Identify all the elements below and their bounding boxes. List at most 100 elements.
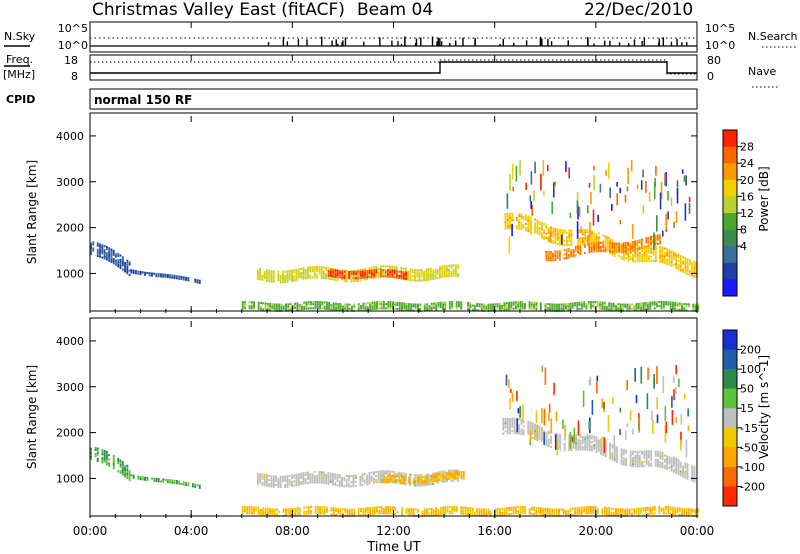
heatmap-cell bbox=[593, 241, 596, 244]
heatmap-cell bbox=[160, 480, 162, 483]
heatmap-cell bbox=[101, 250, 104, 253]
heatmap-cell bbox=[414, 277, 416, 280]
heatmap-cell bbox=[620, 450, 623, 453]
heatmap-cell bbox=[432, 476, 435, 479]
heatmap-cell bbox=[537, 507, 540, 510]
heatmap-cell bbox=[288, 274, 291, 277]
heatmap-cell bbox=[426, 475, 429, 478]
heatmap-cell bbox=[362, 511, 365, 514]
heatmap-cell bbox=[588, 440, 591, 443]
heatmap-cell bbox=[669, 307, 672, 310]
heatmap-speck bbox=[561, 234, 563, 245]
heatmap-cell bbox=[404, 479, 407, 482]
x-tick-label: 04:00 bbox=[174, 524, 209, 538]
heatmap-cell bbox=[622, 457, 625, 460]
heatmap-cell bbox=[531, 426, 534, 429]
heatmap-cell bbox=[112, 456, 115, 459]
heatmap-cell bbox=[378, 510, 381, 513]
heatmap-cell bbox=[387, 301, 390, 304]
heatmap-cell bbox=[605, 513, 608, 516]
heatmap-cell bbox=[580, 303, 583, 306]
heatmap-cell bbox=[521, 303, 524, 306]
heatmap-cell bbox=[513, 419, 516, 422]
heatmap-cell bbox=[307, 274, 309, 277]
heatmap-cell bbox=[164, 275, 167, 278]
heatmap-cell bbox=[401, 481, 404, 484]
heatmap-cell bbox=[399, 479, 401, 482]
heatmap-cell bbox=[384, 470, 387, 473]
heatmap-speck bbox=[509, 398, 511, 410]
heatmap-cell bbox=[452, 477, 455, 480]
heatmap-cell bbox=[674, 506, 677, 509]
heatmap-cell bbox=[314, 303, 317, 306]
heatmap-cell bbox=[584, 233, 587, 236]
heatmap-cell bbox=[533, 303, 535, 306]
y-tick-label: 3000 bbox=[56, 381, 84, 394]
heatmap-cell bbox=[302, 472, 305, 475]
heatmap-cell bbox=[295, 268, 298, 271]
heatmap-cell bbox=[631, 243, 634, 246]
heatmap-cell bbox=[246, 510, 249, 513]
heatmap-cell bbox=[632, 463, 634, 466]
heatmap-cell bbox=[334, 271, 337, 274]
heatmap-cell bbox=[425, 484, 428, 487]
heatmap-cell bbox=[373, 307, 376, 310]
heatmap-cell bbox=[558, 254, 561, 257]
heatmap-speck bbox=[683, 393, 686, 399]
heatmap-cell bbox=[417, 480, 420, 483]
heatmap-cell bbox=[684, 472, 687, 475]
heatmap-cell bbox=[411, 279, 414, 282]
velocity-heatmap bbox=[90, 365, 699, 517]
noise-tick-high-right: 10^5 bbox=[705, 22, 735, 35]
heatmap-cell bbox=[462, 508, 465, 511]
heatmap-cell bbox=[511, 421, 514, 424]
heatmap-cell bbox=[632, 456, 634, 459]
heatmap-cell bbox=[121, 260, 124, 263]
heatmap-cell bbox=[266, 509, 269, 512]
heatmap-cell bbox=[266, 275, 268, 278]
heatmap-cell bbox=[310, 307, 312, 310]
heatmap-cell bbox=[654, 462, 657, 465]
heatmap-cell bbox=[670, 250, 673, 253]
heatmap-cell bbox=[663, 257, 666, 260]
heatmap-cell bbox=[310, 303, 312, 306]
heatmap-cell bbox=[666, 252, 668, 255]
heatmap-cell bbox=[291, 269, 293, 272]
heatmap-cell bbox=[636, 239, 639, 242]
heatmap-cell bbox=[262, 302, 265, 305]
heatmap-cell bbox=[608, 308, 611, 311]
heatmap-cell bbox=[121, 465, 124, 468]
heatmap-cell bbox=[539, 513, 542, 516]
heatmap-cell bbox=[442, 303, 444, 306]
heatmap-speck bbox=[624, 194, 627, 203]
heatmap-cell bbox=[634, 459, 637, 462]
heatmap-cell bbox=[672, 506, 674, 509]
heatmap-cell bbox=[428, 309, 431, 312]
heatmap-cell bbox=[178, 482, 181, 485]
heatmap-cell bbox=[409, 484, 412, 487]
heatmap-cell bbox=[602, 248, 605, 251]
heatmap-cell bbox=[418, 478, 421, 481]
heatmap-cell bbox=[693, 262, 696, 265]
heatmap-cell bbox=[672, 508, 674, 511]
heatmap-cell bbox=[112, 258, 115, 261]
heatmap-cell bbox=[241, 508, 244, 511]
heatmap-cell bbox=[656, 234, 659, 237]
heatmap-cell bbox=[682, 471, 684, 474]
heatmap-cell bbox=[565, 514, 567, 517]
heatmap-cell bbox=[444, 506, 447, 509]
heatmap-cell bbox=[654, 247, 657, 250]
heatmap-cell bbox=[132, 474, 135, 477]
heatmap-cell bbox=[364, 513, 367, 516]
heatmap-cell bbox=[427, 276, 430, 279]
heatmap-cell bbox=[144, 273, 146, 276]
heatmap-cell bbox=[417, 476, 420, 479]
heatmap-cell bbox=[670, 256, 673, 259]
heatmap-cell bbox=[373, 479, 375, 482]
heatmap-cell bbox=[259, 276, 262, 279]
heatmap-cell bbox=[563, 229, 566, 232]
heatmap-cell bbox=[448, 510, 451, 513]
heatmap-cell bbox=[373, 512, 376, 515]
heatmap-cell bbox=[570, 442, 573, 445]
heatmap-cell bbox=[401, 302, 403, 305]
